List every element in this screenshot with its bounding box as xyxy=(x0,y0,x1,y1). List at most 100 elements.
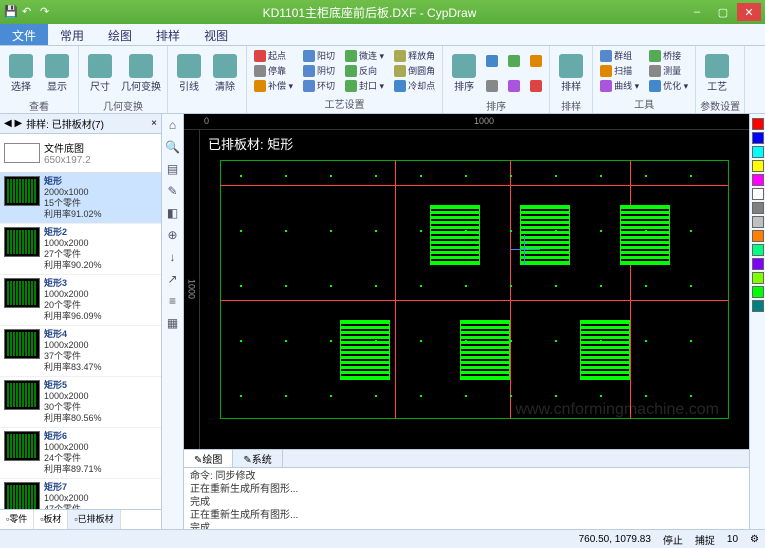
cmd-tab-0[interactable]: ✎绘图 xyxy=(184,450,233,467)
qat-save-icon[interactable]: 💾 xyxy=(4,5,18,19)
ribbon-btn-2-0[interactable]: 引线 xyxy=(172,48,206,98)
qat-undo-icon[interactable]: ↶ xyxy=(22,5,36,19)
ribbon-sbtn-3-0[interactable]: 起点 xyxy=(251,48,296,63)
ribbon-group-0: 选择显示查看 xyxy=(0,46,79,113)
color-swatch-7[interactable] xyxy=(752,216,764,228)
drawing-canvas[interactable]: 已排板材: 矩形 www.cnformingmachine.com xyxy=(200,130,749,449)
cmd-log-line: 正在重新生成所有图形... xyxy=(190,483,743,496)
ribbon-sbtn-6-2[interactable]: 扫描 xyxy=(597,63,642,78)
drill-point xyxy=(330,340,332,342)
ribbon-sbtn-3-11[interactable]: 冷却点 xyxy=(391,78,438,93)
nested-part-4[interactable] xyxy=(460,320,510,380)
color-swatch-6[interactable] xyxy=(752,202,764,214)
color-swatch-0[interactable] xyxy=(752,118,764,130)
ribbon-sbtn-4-4[interactable] xyxy=(505,73,523,98)
ribbon-btn-0-0[interactable]: 选择 xyxy=(4,48,38,98)
color-swatch-12[interactable] xyxy=(752,286,764,298)
color-swatch-10[interactable] xyxy=(752,258,764,270)
color-swatch-11[interactable] xyxy=(752,272,764,284)
ribbon-sbtn-3-8[interactable]: 补偿 ▾ xyxy=(251,78,296,93)
qat-redo-icon[interactable]: ↷ xyxy=(40,5,54,19)
ribbon-sbtn-3-1[interactable]: 阳切 xyxy=(300,48,338,63)
color-swatch-4[interactable] xyxy=(752,174,764,186)
nested-part-0[interactable] xyxy=(430,205,480,265)
ribbon-btn-5-0[interactable]: 排样 xyxy=(554,48,588,98)
ribbon-sbtn-4-1[interactable] xyxy=(505,48,523,73)
vt-tool4-icon[interactable]: ↓ xyxy=(162,246,183,268)
cmd-tab-1[interactable]: ✎系统 xyxy=(233,450,282,467)
ribbon-btn-2-1[interactable]: 清除 xyxy=(208,48,242,98)
vt-tool5-icon[interactable]: ↗ xyxy=(162,268,183,290)
maximize-button[interactable]: ▢ xyxy=(711,3,735,21)
nest-item-1[interactable]: 矩形21000x200027个零件利用率90.20% xyxy=(0,224,161,275)
ribbon-sbtn-6-1[interactable]: 桥接 xyxy=(646,48,691,63)
ribbon-sbtn-3-2[interactable]: 微连 ▾ xyxy=(342,48,387,63)
vt-tool2-icon[interactable]: ◧ xyxy=(162,202,183,224)
ribbon-btn-0-1[interactable]: 显示 xyxy=(40,48,74,98)
drill-point xyxy=(285,175,287,177)
nested-part-2[interactable] xyxy=(620,205,670,265)
ribbon-tab-4[interactable]: 视图 xyxy=(192,24,240,45)
ribbon-btn-1-1[interactable]: 几何变换 xyxy=(119,48,163,98)
ribbon-sbtn-3-5[interactable]: 阴切 xyxy=(300,63,338,78)
ribbon-sbtn-3-10[interactable]: 封口 ▾ xyxy=(342,78,387,93)
ribbon-group-6: 群组桥接扫描测量曲线 ▾优化 ▾工具 xyxy=(593,46,696,113)
left-tab-2[interactable]: ▫已排板材 xyxy=(68,510,120,529)
ribbon-sbtn-3-6[interactable]: 反向 xyxy=(342,63,387,78)
left-tab-0[interactable]: ▫零件 xyxy=(0,510,34,529)
vt-home-icon[interactable]: ⌂ xyxy=(162,114,183,136)
drill-point xyxy=(240,285,242,287)
statusbar: 760.50, 1079.83 停止 捕捉 10 ⚙ xyxy=(0,529,765,548)
nest-item-5[interactable]: 矩形61000x200024个零件利用率89.71% xyxy=(0,428,161,479)
vt-layer-icon[interactable]: ▤ xyxy=(162,158,183,180)
drill-point xyxy=(240,340,242,342)
drill-point xyxy=(375,175,377,177)
ribbon-tab-3[interactable]: 排样 xyxy=(144,24,192,45)
color-swatch-1[interactable] xyxy=(752,132,764,144)
ribbon-sbtn-3-9[interactable]: 环切 xyxy=(300,78,338,93)
ribbon-sbtn-6-4[interactable]: 曲线 ▾ xyxy=(597,78,642,93)
nested-part-3[interactable] xyxy=(340,320,390,380)
ribbon-sbtn-6-0[interactable]: 群组 xyxy=(597,48,642,63)
nest-item-6[interactable]: 矩形71000x200047个零件利用率83.16% xyxy=(0,479,161,509)
nested-part-5[interactable] xyxy=(580,320,630,380)
ribbon-sbtn-4-0[interactable] xyxy=(483,48,501,73)
ribbon-sbtn-4-5[interactable] xyxy=(527,73,545,98)
nest-thumb xyxy=(4,329,40,359)
color-swatch-5[interactable] xyxy=(752,188,764,200)
color-swatch-3[interactable] xyxy=(752,160,764,172)
left-tab-1[interactable]: ▫板材 xyxy=(34,510,68,529)
ribbon-sbtn-3-7[interactable]: 倒圆角 xyxy=(391,63,438,78)
drill-point xyxy=(420,395,422,397)
vt-tool3-icon[interactable]: ⊕ xyxy=(162,224,183,246)
ribbon-sbtn-3-3[interactable]: 释放角 xyxy=(391,48,438,63)
ribbon-btn-1-0[interactable]: 尺寸 xyxy=(83,48,117,98)
color-swatch-13[interactable] xyxy=(752,300,764,312)
nest-item-0[interactable]: 矩形2000x100015个零件利用率91.02% xyxy=(0,173,161,224)
ribbon-btn-4-0[interactable]: 排序 xyxy=(447,48,481,98)
ribbon-tab-0[interactable]: 文件 xyxy=(0,24,48,45)
nest-panel-close-icon[interactable]: × xyxy=(151,118,157,129)
minimize-button[interactable]: – xyxy=(685,3,709,21)
color-swatch-8[interactable] xyxy=(752,230,764,242)
vt-tool7-icon[interactable]: ▦ xyxy=(162,312,183,334)
ribbon-sbtn-6-5[interactable]: 优化 ▾ xyxy=(646,78,691,93)
vt-tool1-icon[interactable]: ✎ xyxy=(162,180,183,202)
ribbon-sbtn-4-3[interactable] xyxy=(483,73,501,98)
nest-item-4[interactable]: 矩形51000x200030个零件利用率80.56% xyxy=(0,377,161,428)
nest-item-2[interactable]: 矩形31000x200020个零件利用率96.09% xyxy=(0,275,161,326)
ribbon-sbtn-3-4[interactable]: 停靠 xyxy=(251,63,296,78)
ribbon-tab-1[interactable]: 常用 xyxy=(48,24,96,45)
ribbon-sbtn-6-3[interactable]: 测量 xyxy=(646,63,691,78)
vt-search-icon[interactable]: 🔍 xyxy=(162,136,183,158)
close-button[interactable]: ✕ xyxy=(737,3,761,21)
nest-item-3[interactable]: 矩形41000x200037个零件利用率83.47% xyxy=(0,326,161,377)
drill-point xyxy=(465,230,467,232)
ribbon-tab-2[interactable]: 绘图 xyxy=(96,24,144,45)
vt-tool6-icon[interactable]: ≡ xyxy=(162,290,183,312)
status-config-icon[interactable]: ⚙ xyxy=(750,534,759,545)
ribbon-btn-7-0[interactable]: 工艺 xyxy=(700,48,734,98)
color-swatch-9[interactable] xyxy=(752,244,764,256)
color-swatch-2[interactable] xyxy=(752,146,764,158)
ribbon-sbtn-4-2[interactable] xyxy=(527,48,545,73)
